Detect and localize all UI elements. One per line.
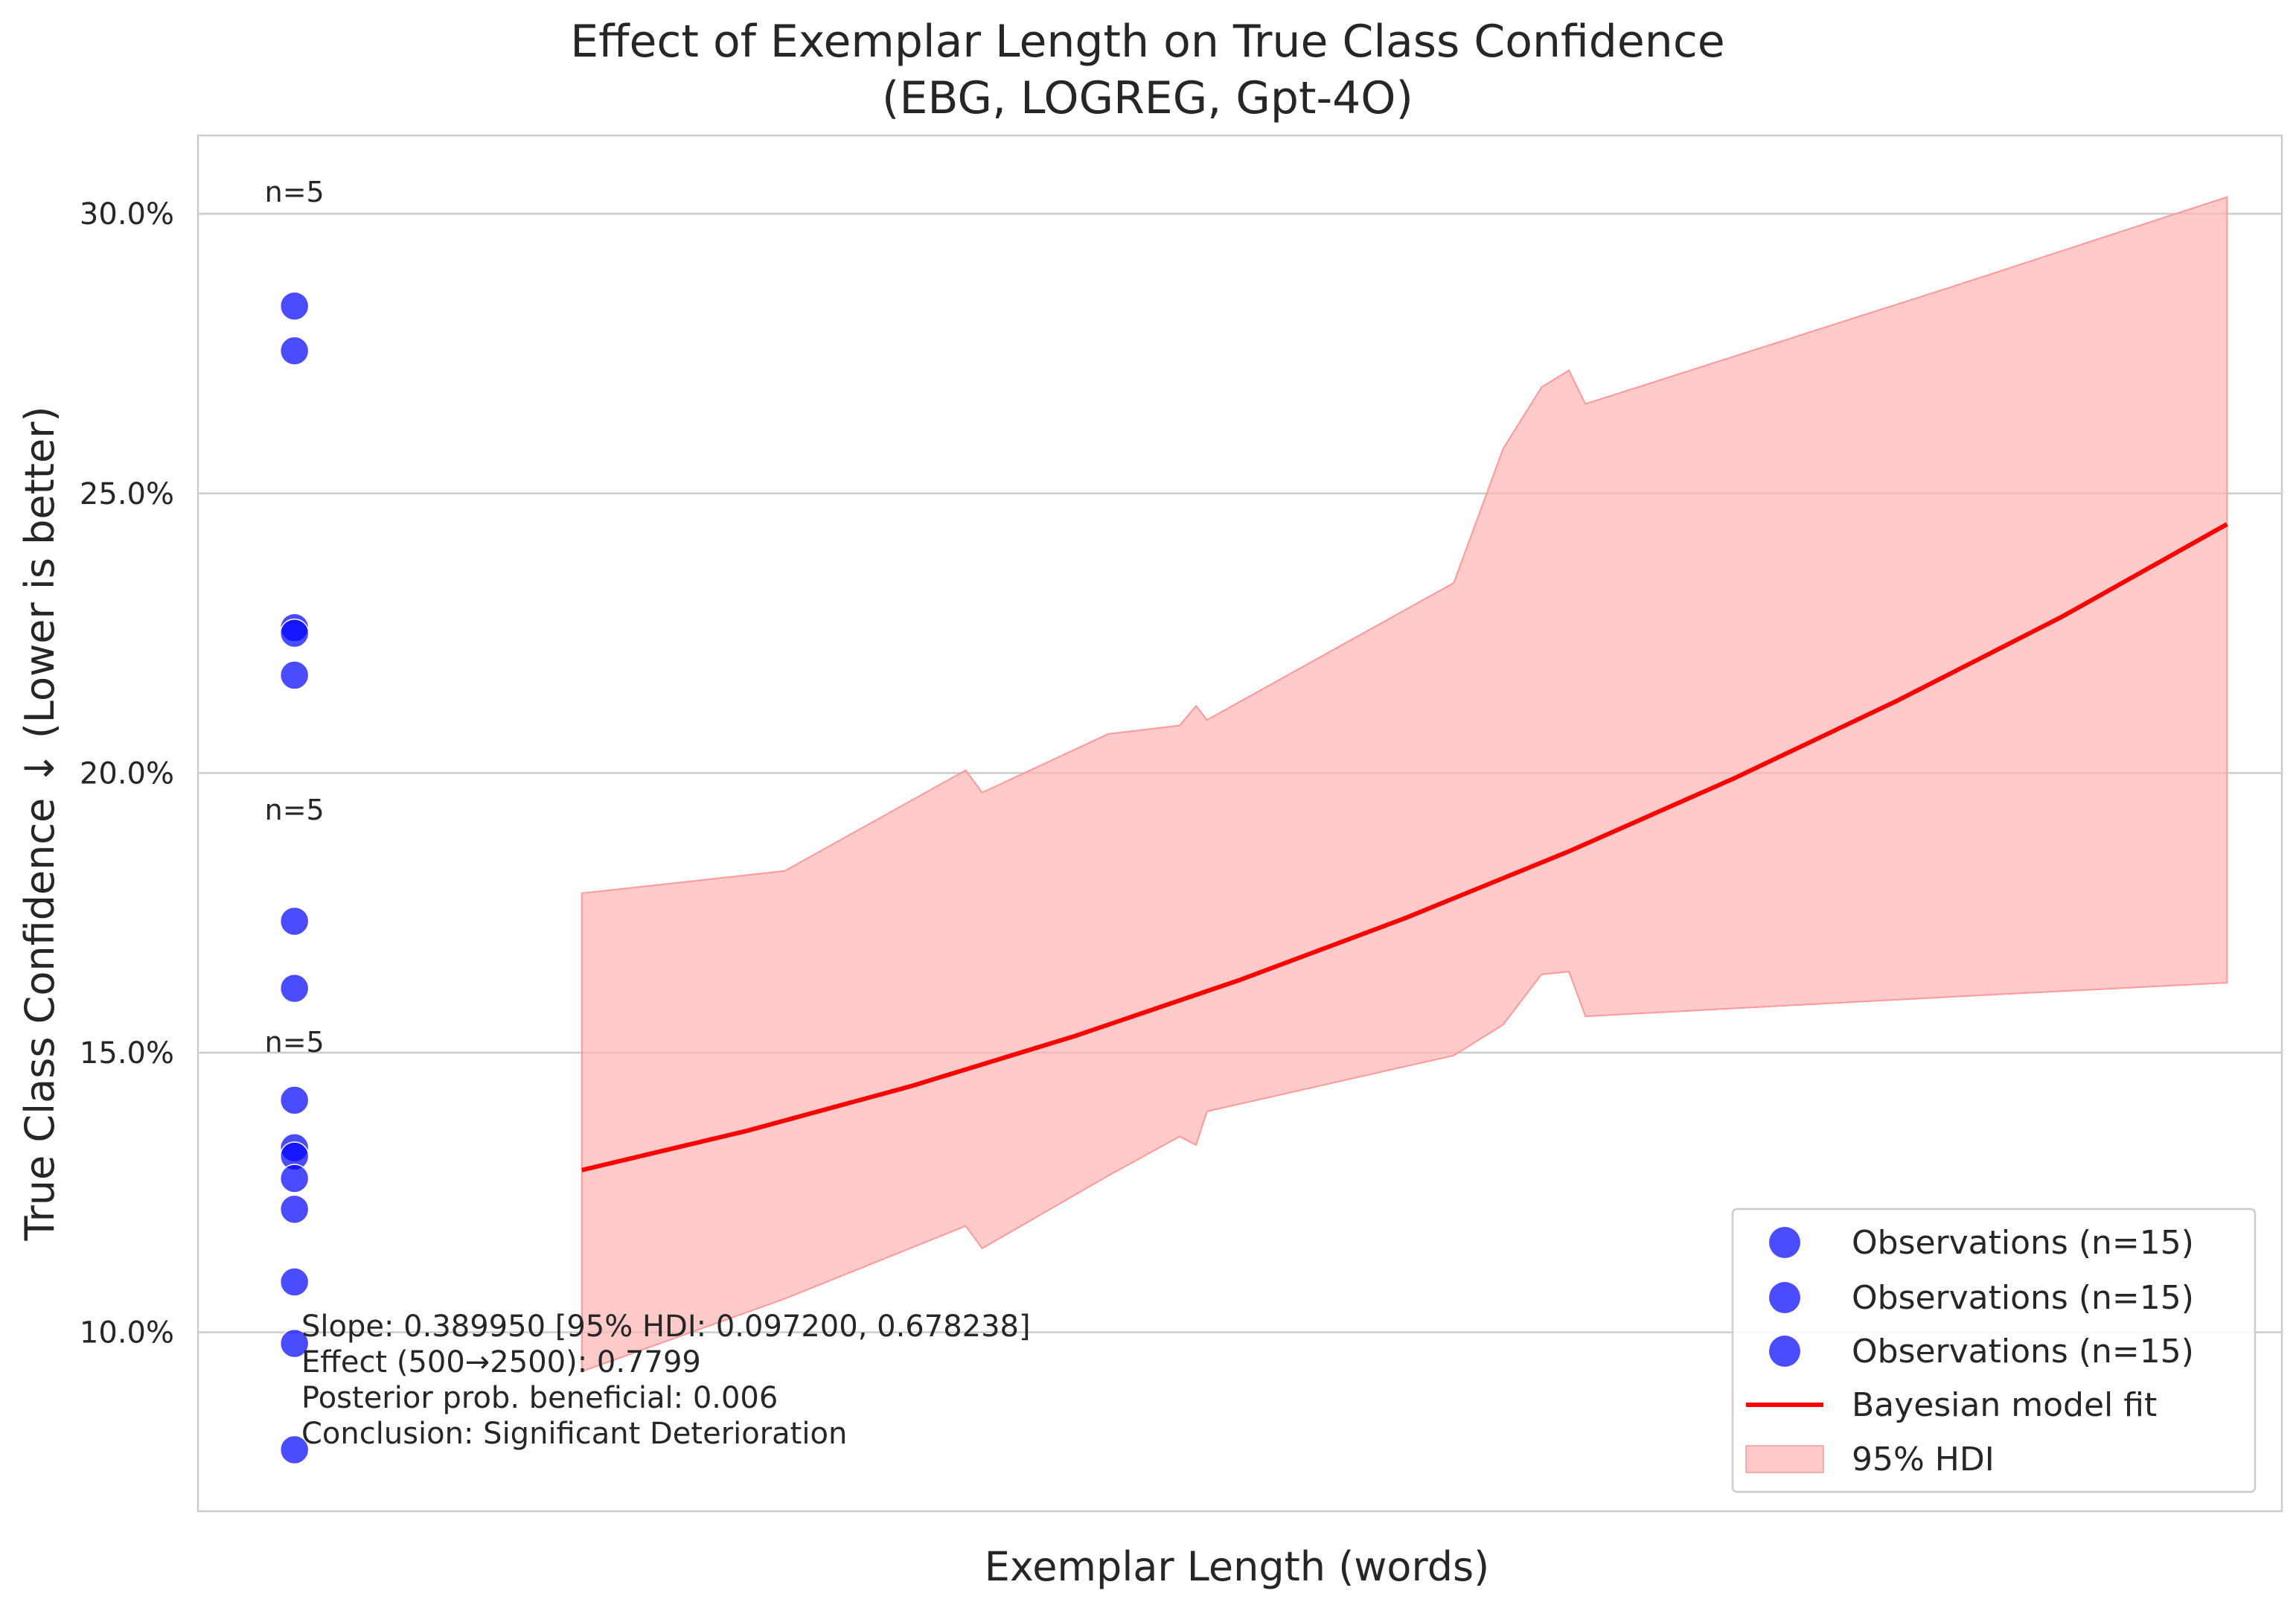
observation-point [279,1194,310,1225]
y-tick-label: 15.0% [80,1036,174,1071]
y-tick-label: 25.0% [80,477,174,511]
legend-marker-observations [1769,1336,1800,1367]
observation-point [279,618,310,648]
stats-line: Posterior prob. beneficial: 0.006 [301,1381,778,1415]
legend: Observations (n=15) Observations (n=15) … [1731,1208,2257,1493]
observation-point [279,1085,310,1115]
stats-line: Effect (500→2500): 0.7799 [301,1345,701,1379]
stats-line: Conclusion: Significant Deterioration [301,1417,847,1451]
legend-marker-hdi [1745,1445,1824,1473]
legend-label: Observations (n=15) [1852,1333,2194,1371]
hdi-band-layer [581,196,2228,1373]
legend-label: Observations (n=15) [1852,1279,2194,1317]
count-label: n=5 [265,1026,324,1059]
y-tick-labels: 10.0% 15.0% 20.0% 25.0% 30.0% [80,197,174,1350]
fit-line-layer [581,522,2228,1173]
observation-points [279,291,310,1465]
observation-point [279,1328,310,1359]
observation-point [279,1435,310,1465]
chart-subtitle: (EBG, LOGREG, Gpt-4O) [882,72,1413,124]
y-axis-label: True Class Confidence ↓ (Lower is better… [16,406,63,1242]
fit-line [581,522,2228,1173]
observation-point [279,291,310,321]
stats-annotation: Slope: 0.389950 [95% HDI: 0.097200, 0.67… [301,1309,1031,1451]
stats-line: Slope: 0.389950 [95% HDI: 0.097200, 0.67… [301,1309,1031,1344]
count-label: n=5 [265,794,324,826]
observation-point [279,1267,310,1297]
legend-marker-observations [1769,1227,1800,1258]
observation-point [279,1164,310,1193]
legend-label: Observations (n=15) [1852,1224,2194,1262]
observation-point [279,973,310,1004]
legend-marker-observations [1769,1282,1800,1313]
observation-point [279,336,310,366]
y-tick-label: 10.0% [80,1316,174,1350]
observation-point [279,660,310,690]
y-tick-label: 20.0% [80,756,174,791]
legend-label: 95% HDI [1852,1441,1995,1478]
chart-title: Effect of Exemplar Length on True Class … [570,16,1724,68]
legend-label: Bayesian model fit [1852,1386,2157,1424]
hdi-band [581,196,2228,1373]
x-axis-label: Exemplar Length (words) [985,1543,1489,1590]
count-annotations: n=5 n=5 n=5 [265,176,324,1059]
legend-frame [1731,1208,2257,1493]
observation-point [279,906,310,937]
count-label: n=5 [265,176,324,208]
y-tick-label: 30.0% [80,197,174,232]
